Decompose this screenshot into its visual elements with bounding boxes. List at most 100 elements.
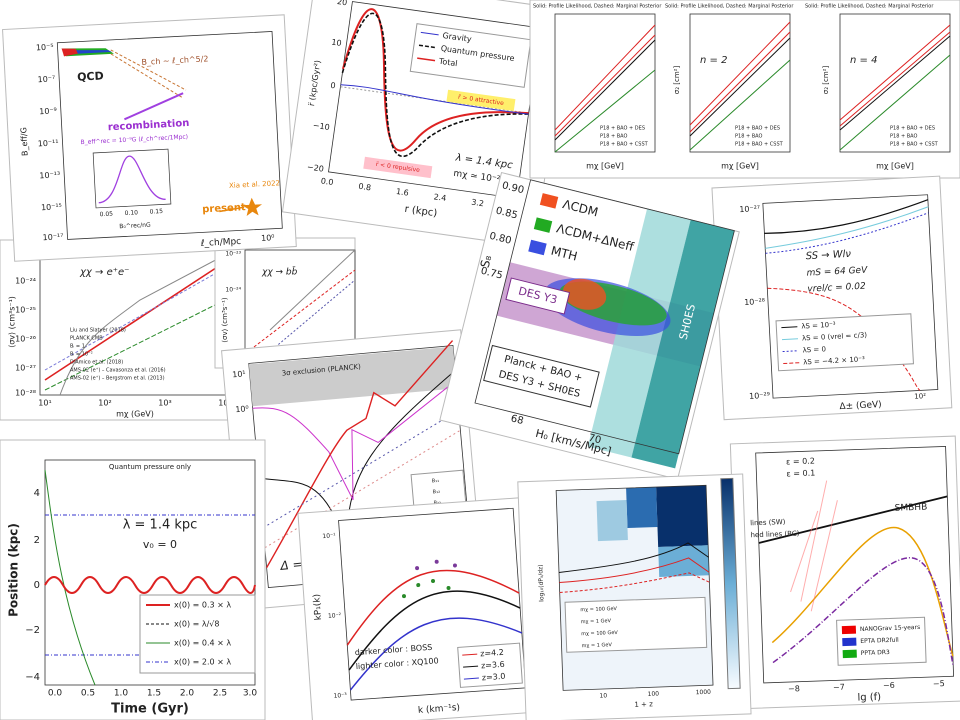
axis-title: Δ± (GeV) xyxy=(839,400,882,412)
decoration xyxy=(264,429,461,549)
decoration xyxy=(61,48,78,57)
decoration xyxy=(401,594,406,599)
legend-entry: λS = 0 xyxy=(802,345,826,354)
tick-label: 10⁻²⁸ xyxy=(744,297,765,307)
tick-label: 68 xyxy=(510,413,525,427)
decoration xyxy=(44,267,226,371)
annotation: n = 2 xyxy=(700,55,727,66)
annotation: SMBHB xyxy=(895,503,928,514)
annotation: n = 4 xyxy=(850,55,877,66)
legend-entry: Liu and Slatyer (2018) xyxy=(70,328,126,334)
decoration xyxy=(462,653,478,656)
decoration xyxy=(297,497,538,720)
annotation: χχ → bb̄ xyxy=(261,266,298,278)
tick-label: 10⁻²⁹ xyxy=(749,391,770,401)
decoration xyxy=(252,380,457,501)
tick-label: 10⁻⁷ xyxy=(37,74,55,84)
tick-label: 0.5 xyxy=(81,689,95,699)
legend-entry: x(0) = 0.4 × λ xyxy=(174,639,231,648)
decoration xyxy=(349,617,523,691)
decoration xyxy=(59,254,226,396)
legend-entry: P18 + BAO + DES xyxy=(735,126,780,132)
legend-entry: P18 + BAO + DES xyxy=(890,126,935,132)
decoration xyxy=(417,57,436,62)
decoration xyxy=(555,484,714,691)
legend-entry: mχ = 100 GeV xyxy=(580,606,617,613)
tick-label: 0 xyxy=(330,81,336,91)
panel: Solid: Profile Likelihood, Dashed: Margi… xyxy=(529,0,960,179)
legend-entry: P18 + BAO + CSST xyxy=(735,142,784,148)
axis-title: lg (f) xyxy=(857,692,881,704)
decoration xyxy=(839,35,951,131)
decoration xyxy=(720,477,741,690)
tick-label: 10⁻²³ xyxy=(225,251,241,258)
tick-label: 1.6 xyxy=(395,187,409,198)
annotation: SS → Wlν xyxy=(805,249,851,262)
decoration xyxy=(452,563,457,568)
decoration xyxy=(110,49,187,99)
decoration xyxy=(689,37,791,137)
decoration xyxy=(755,445,955,684)
tick-label: 1000 xyxy=(696,689,712,697)
decoration xyxy=(446,585,451,590)
label: Solid: Profile Likelihood, Dashed: Margi… xyxy=(533,4,662,10)
legend-entry: ε = 0.2 xyxy=(786,456,815,466)
decoration xyxy=(219,206,245,213)
tick-label: 10⁰ xyxy=(261,233,275,243)
decoration xyxy=(2,14,297,262)
tick-label: 10⁻³ xyxy=(333,692,347,700)
decoration xyxy=(446,89,516,112)
tick-label: 0.0 xyxy=(320,176,334,187)
decoration xyxy=(771,526,954,657)
decoration xyxy=(772,556,954,667)
legend-entry: P18 + BAO xyxy=(735,134,763,140)
decoration xyxy=(689,21,791,133)
tick-label: 0.10 xyxy=(124,209,138,217)
axis-title: kP₁(k) xyxy=(312,594,324,621)
decoration xyxy=(782,350,799,353)
tick-label: −2 xyxy=(25,625,40,636)
tick-label: 10¹ xyxy=(232,369,246,379)
annotation: hed lines (BC) xyxy=(750,530,799,540)
axis-title: ⟨σv⟩ (cm³s⁻¹) xyxy=(221,297,229,343)
tick-label: −20 xyxy=(306,162,324,173)
legend-entry: NANOGrav 15-years xyxy=(860,624,920,633)
decoration xyxy=(338,507,527,701)
axis-title: mχ [GeV] xyxy=(586,162,624,171)
tick-label: 10⁻¹ xyxy=(322,532,336,540)
tick-label: 2 xyxy=(34,535,40,546)
tick-label: 0.80 xyxy=(488,231,512,247)
decoration xyxy=(123,92,184,121)
legend-entry: λS = 10⁻³ xyxy=(801,321,836,331)
tick-label: 0.0 xyxy=(48,689,63,699)
panel xyxy=(415,559,457,571)
tick-label: 100 xyxy=(647,691,659,698)
decoration xyxy=(44,299,226,391)
decoration xyxy=(631,219,735,469)
annotation: present xyxy=(202,202,246,215)
decoration xyxy=(420,31,439,36)
decoration xyxy=(564,596,708,653)
legend-entry: mχ = 1 GeV xyxy=(581,618,612,625)
tick-label: −4 xyxy=(25,672,40,683)
annotation: B_ch ∼ ℓ_ch^5/2 xyxy=(141,54,208,66)
axis-title: r (kpc) xyxy=(404,204,438,219)
panel: 10⁻²⁷ 10⁻²⁸ 10⁻²⁹ SS → Wlν mS = 64 GeV vrel/c… xyxy=(711,175,953,421)
legend-entry: P18 + BAO + CSST xyxy=(890,142,939,148)
decoration xyxy=(416,583,421,588)
decoration xyxy=(269,249,356,331)
label: Solid: Profile Likelihood, Dashed: Margi… xyxy=(665,4,794,10)
tick-label: 20 xyxy=(336,0,347,7)
tick-label: 2.4 xyxy=(433,192,447,203)
panel: Quantum pressure only λ = 1.4 kpc v₀ = 0 x(… xyxy=(0,439,266,720)
decoration xyxy=(656,485,709,547)
tick-label: 10⁻⁹ xyxy=(39,106,57,116)
annotation: mS = 64 GeV xyxy=(806,265,868,278)
decoration xyxy=(431,579,436,584)
annotation: Quantum pressure only xyxy=(109,463,191,471)
legend-entry: λS = 0 (vrel = c/3) xyxy=(802,331,868,342)
tick-label: 10⁻²⁴ xyxy=(225,287,241,294)
decoration xyxy=(262,409,459,529)
decoration xyxy=(558,542,709,573)
tick-label: 10⁻²⁸ xyxy=(15,389,36,398)
